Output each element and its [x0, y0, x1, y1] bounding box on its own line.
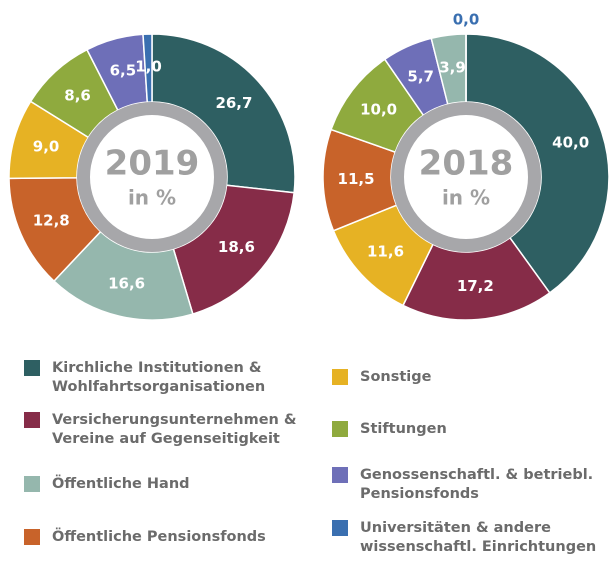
legend-swatch	[24, 529, 40, 545]
legend-label: Wohlfahrtsorganisationen	[52, 379, 265, 395]
center-subtitle: in %	[442, 186, 490, 210]
value-label: 1,0	[135, 58, 162, 76]
legend-label: Versicherungsunternehmen &	[52, 412, 297, 428]
legend-swatch	[24, 360, 40, 376]
value-label: 3,9	[439, 58, 466, 76]
value-label: 17,2	[457, 277, 494, 295]
legend-swatch	[332, 369, 348, 385]
value-label: 16,6	[108, 275, 145, 293]
legend-label: Universitäten & andere	[360, 520, 551, 536]
value-label: 9,0	[33, 138, 60, 156]
legend-label: Öffentliche Hand	[52, 474, 190, 492]
legend-swatch	[332, 520, 348, 536]
value-label: 11,6	[367, 242, 404, 260]
legend-label: Kirchliche Institutionen &	[52, 360, 262, 376]
center-title: 2019	[105, 144, 200, 184]
value-label: 18,6	[218, 238, 255, 256]
value-label: 6,5	[110, 61, 137, 79]
legend-label: Pensionsfonds	[360, 486, 479, 502]
legend-swatch	[332, 467, 348, 483]
legend-swatch	[24, 412, 40, 428]
value-label: 40,0	[552, 134, 589, 152]
value-label: 10,0	[360, 101, 397, 119]
legend-label: Öffentliche Pensionsfonds	[52, 527, 266, 545]
value-label: 26,7	[215, 94, 252, 112]
legend-swatch	[24, 476, 40, 492]
legend-swatch	[332, 421, 348, 437]
legend-label: Sonstige	[360, 369, 432, 385]
value-label: 5,7	[407, 67, 434, 85]
value-label: 11,5	[338, 170, 375, 188]
center-subtitle: in %	[128, 186, 176, 210]
legend-label: Genossenschaftl. & betriebl.	[360, 467, 593, 483]
legend-label: Vereine auf Gegenseitigkeit	[52, 431, 280, 447]
value-label: 12,8	[33, 212, 70, 230]
legend-label: wissenschaftl. Einrichtungen	[360, 539, 596, 555]
value-label: 0,0	[453, 11, 480, 29]
legend-label: Stiftungen	[360, 421, 447, 437]
ring	[391, 102, 541, 252]
value-label: 8,6	[64, 86, 91, 104]
center-title: 2018	[419, 144, 514, 184]
ring	[77, 102, 227, 252]
